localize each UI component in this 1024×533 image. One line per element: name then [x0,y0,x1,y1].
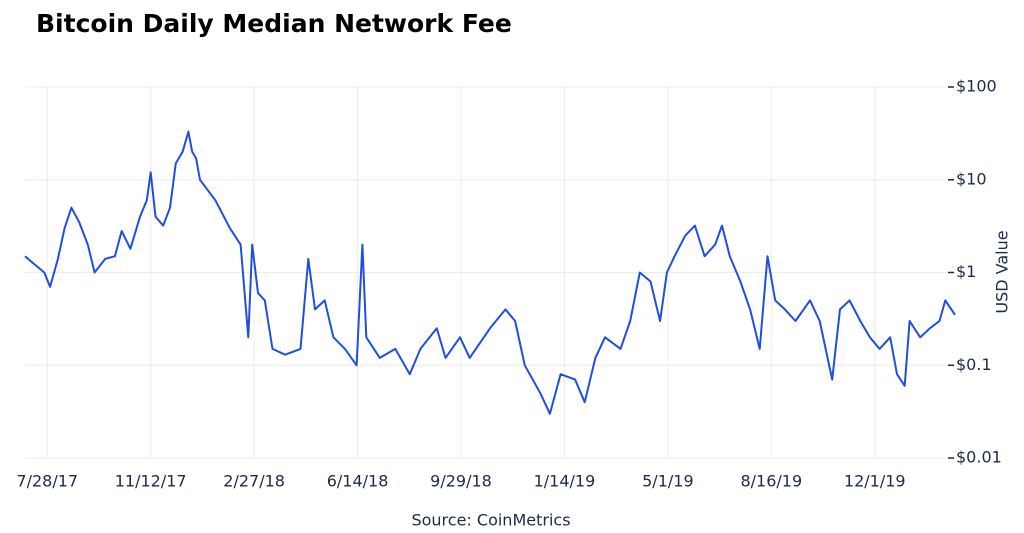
data-line [24,130,956,415]
y-tick-label: $0.01 [956,448,1002,467]
x-tick-label: 7/28/17 [16,472,78,491]
y-tick-label: $10 [956,169,987,188]
x-tick-label: 9/29/18 [430,472,492,491]
x-tick-label: 2/27/18 [223,472,285,491]
x-tick-label: 12/1/19 [844,472,906,491]
x-tick-label: 1/14/19 [534,472,596,491]
y-tick-label: $0.1 [956,355,992,374]
x-tick-label: 5/1/19 [642,472,694,491]
chart-title: Bitcoin Daily Median Network Fee [36,9,512,38]
x-tick-label: 11/12/17 [115,472,187,491]
y-axis-title: USD Value [993,230,1012,313]
y-tick-label: $100 [956,77,997,96]
x-tick-label: 8/16/19 [740,472,802,491]
x-tick-label: 6/14/18 [327,472,389,491]
source-note: Source: CoinMetrics [411,511,570,530]
y-tick-label: $1 [956,262,976,281]
